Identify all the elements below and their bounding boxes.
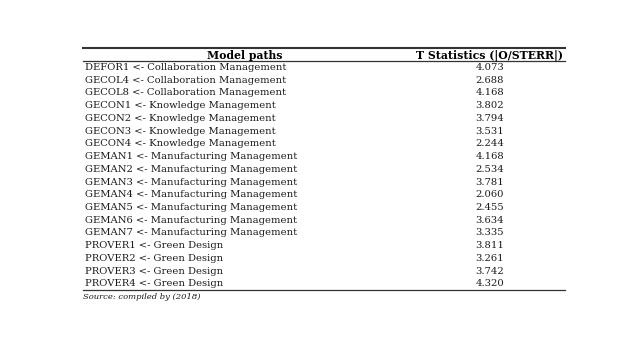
Text: 4.168: 4.168 [475,88,504,98]
Text: GEMAN1 <- Manufacturing Management: GEMAN1 <- Manufacturing Management [85,152,297,161]
Text: GEMAN7 <- Manufacturing Management: GEMAN7 <- Manufacturing Management [85,228,297,237]
Text: 3.802: 3.802 [475,101,504,110]
Text: DEFOR1 <- Collaboration Management: DEFOR1 <- Collaboration Management [85,63,286,72]
Text: GECON2 <- Knowledge Management: GECON2 <- Knowledge Management [85,114,275,123]
Text: GEMAN3 <- Manufacturing Management: GEMAN3 <- Manufacturing Management [85,178,297,187]
Text: Source: compiled by (2018): Source: compiled by (2018) [83,293,200,301]
Text: 2.534: 2.534 [475,165,504,174]
Text: 2.688: 2.688 [475,76,504,85]
Text: 3.531: 3.531 [475,127,504,136]
Text: PROVER3 <- Green Design: PROVER3 <- Green Design [85,267,223,276]
Text: 3.781: 3.781 [475,178,504,187]
Text: PROVER2 <- Green Design: PROVER2 <- Green Design [85,254,223,263]
Text: 4.168: 4.168 [475,152,504,161]
Text: T Statistics (|O/STERR|): T Statistics (|O/STERR|) [416,50,563,61]
Text: GEMAN2 <- Manufacturing Management: GEMAN2 <- Manufacturing Management [85,165,297,174]
Text: 3.742: 3.742 [475,267,504,276]
Text: PROVER1 <- Green Design: PROVER1 <- Green Design [85,241,223,250]
Text: 4.073: 4.073 [475,63,504,72]
Text: GEMAN4 <- Manufacturing Management: GEMAN4 <- Manufacturing Management [85,190,297,199]
Text: 3.811: 3.811 [475,241,504,250]
Text: GEMAN6 <- Manufacturing Management: GEMAN6 <- Manufacturing Management [85,216,297,225]
Text: GEMAN5 <- Manufacturing Management: GEMAN5 <- Manufacturing Management [85,203,297,212]
Text: GECON3 <- Knowledge Management: GECON3 <- Knowledge Management [85,127,275,136]
Text: PROVER4 <- Green Design: PROVER4 <- Green Design [85,279,223,288]
Text: 3.261: 3.261 [475,254,504,263]
Text: Model paths: Model paths [208,50,283,61]
Text: GECON4 <- Knowledge Management: GECON4 <- Knowledge Management [85,139,276,149]
Text: 2.455: 2.455 [475,203,504,212]
Text: 4.320: 4.320 [475,279,504,288]
Text: GECOL8 <- Collaboration Management: GECOL8 <- Collaboration Management [85,88,286,98]
Text: GECOL4 <- Collaboration Management: GECOL4 <- Collaboration Management [85,76,286,85]
Text: 2.060: 2.060 [475,190,504,199]
Text: 3.335: 3.335 [475,228,504,237]
Text: GECON1 <- Knowledge Management: GECON1 <- Knowledge Management [85,101,276,110]
Text: 3.794: 3.794 [475,114,504,123]
Text: 2.244: 2.244 [475,139,504,149]
Text: 3.634: 3.634 [475,216,504,225]
